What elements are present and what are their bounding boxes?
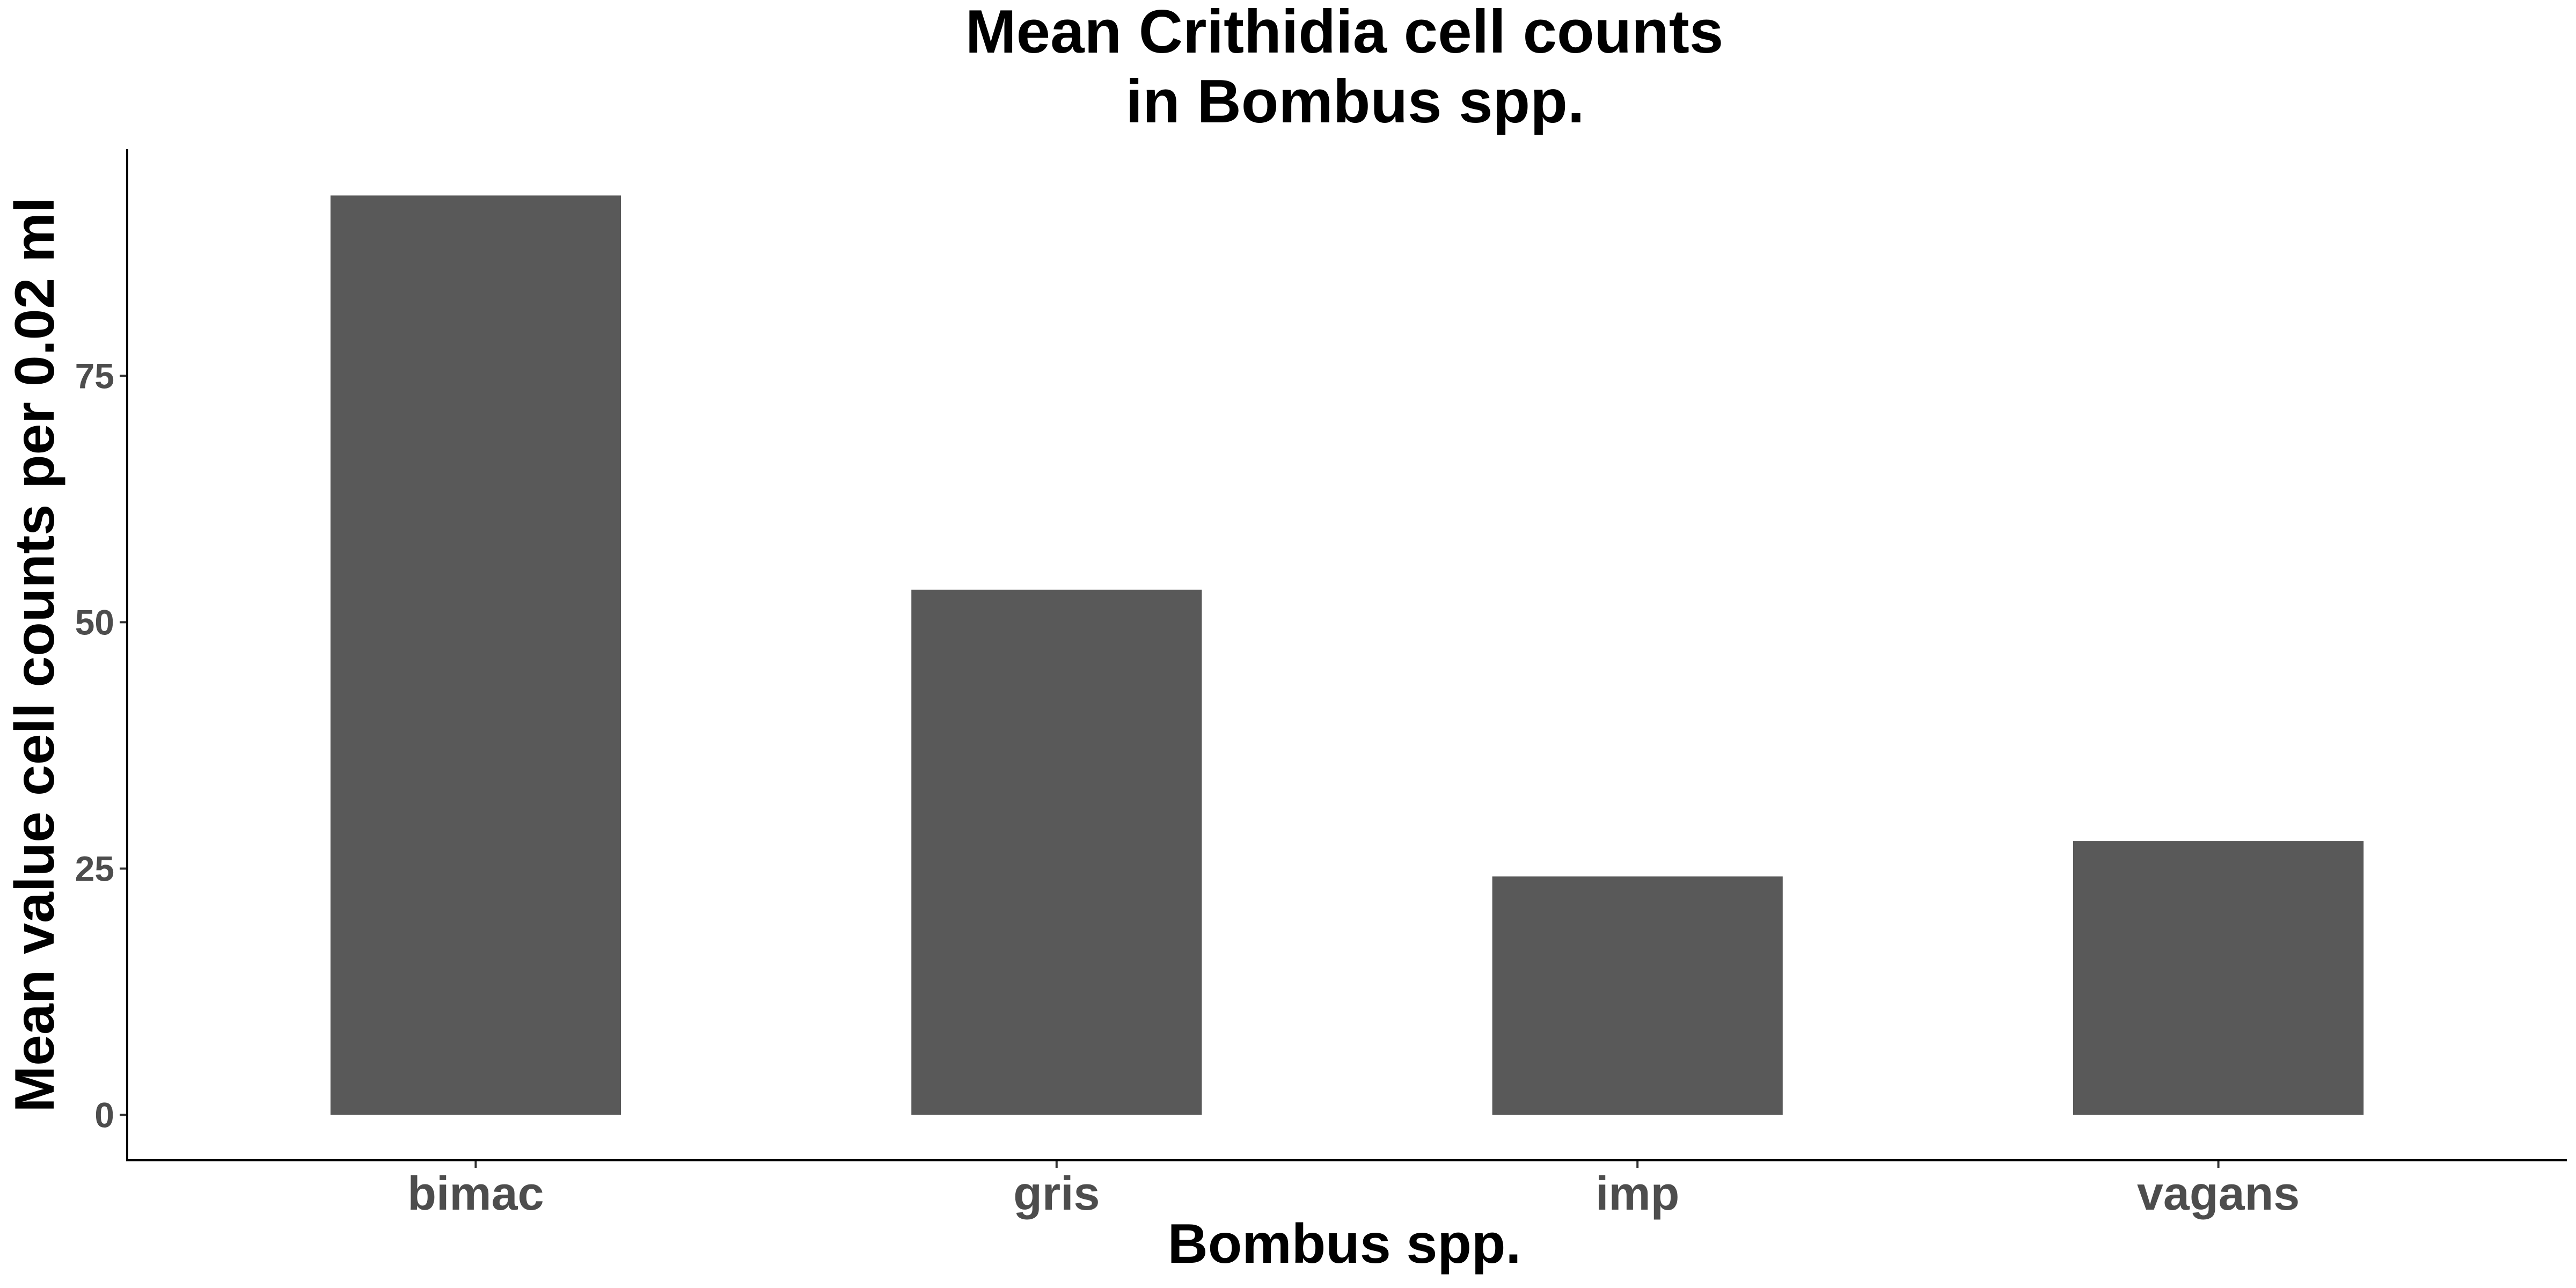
y-axis-title: Mean value cell counts per 0.02 ml <box>4 197 66 1112</box>
bars-layer <box>330 195 2364 1115</box>
bar-gris <box>911 589 1202 1115</box>
y-tick-label-75: 75 <box>75 356 114 396</box>
x-axis-title: Bombus spp. <box>1168 1213 1521 1275</box>
x-tick-label-bimac: bimac <box>407 1167 544 1220</box>
bar-bimac <box>330 195 621 1115</box>
bar-vagans <box>2073 841 2364 1115</box>
ticks-layer: bimac gris imp vagans 0 25 50 75 <box>75 356 2300 1220</box>
y-tick-label-0: 0 <box>94 1095 114 1135</box>
bar-imp <box>1492 876 1783 1115</box>
x-tick-label-gris: gris <box>1013 1167 1100 1220</box>
x-tick-label-vagans: vagans <box>2137 1167 2300 1220</box>
y-tick-label-50: 50 <box>75 602 114 642</box>
y-tick-label-25: 25 <box>75 849 114 889</box>
chart-title-line-2: in Bombus spp. <box>1126 68 1585 136</box>
x-tick-label-imp: imp <box>1596 1167 1679 1220</box>
chart-title-line-1: Mean Crithidia cell counts <box>965 0 1724 66</box>
